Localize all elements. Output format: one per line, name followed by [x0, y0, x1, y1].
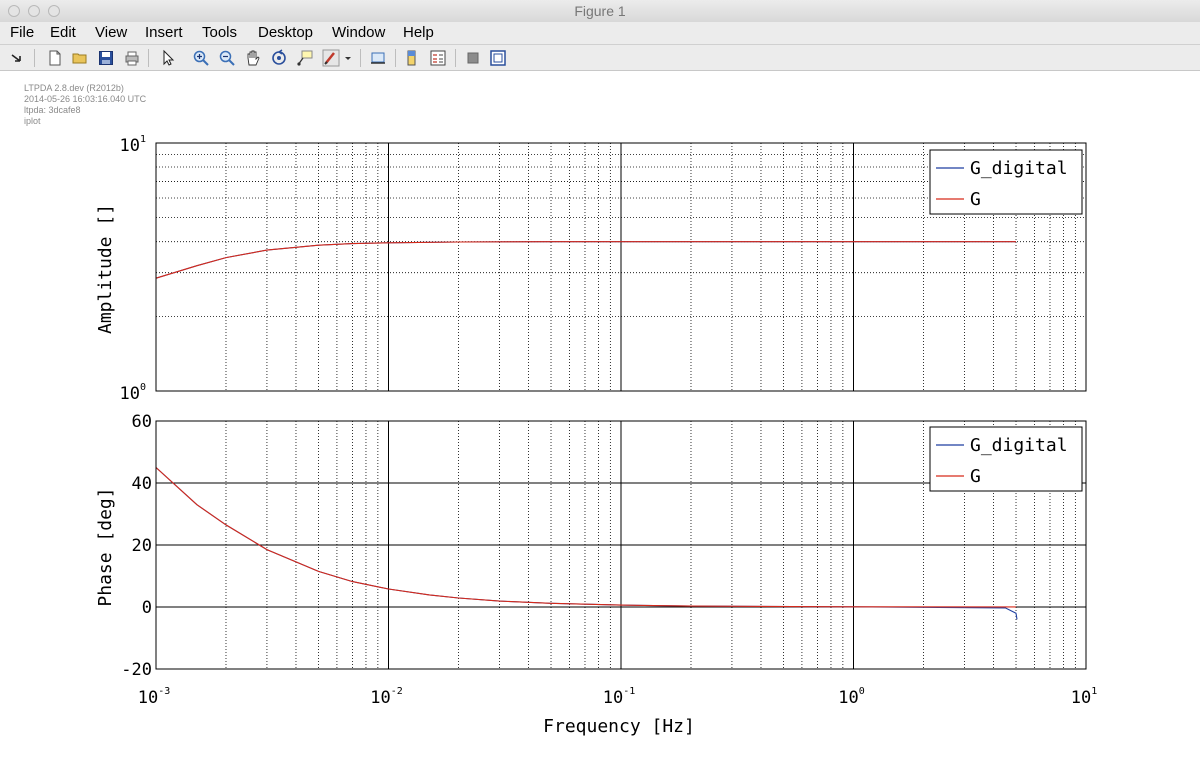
- rotate-3d-icon[interactable]: [270, 49, 288, 67]
- series-line-g: [155, 467, 1017, 608]
- window-title: Figure 1: [574, 3, 626, 19]
- menu-tools[interactable]: Tools: [202, 24, 238, 41]
- axes-amplitude: Amplitude [] G_digital G: [95, 142, 1087, 392]
- y-tick-label: -20: [121, 660, 152, 680]
- y-tick-label: 20: [132, 536, 152, 556]
- legend-box: [929, 426, 1083, 492]
- metadata-timestamp: 2014-05-26 16:03:16.040 UTC: [24, 94, 147, 104]
- menu-edit[interactable]: Edit: [50, 24, 76, 41]
- x-tick-label: 100: [838, 686, 865, 708]
- colorbar-icon[interactable]: [403, 49, 421, 67]
- dock-arrow-icon[interactable]: [8, 49, 26, 67]
- y-tick-label: 60: [132, 412, 152, 432]
- y-axis-label: Phase [deg]: [95, 487, 116, 606]
- pointer-icon[interactable]: [159, 49, 177, 67]
- y-tick-label: 100: [119, 382, 146, 404]
- legend-entry: G: [970, 189, 981, 210]
- x-tick-label: 10-2: [370, 686, 403, 708]
- metadata-hash: ltpda: 3dcafe8: [24, 105, 81, 115]
- new-figure-icon[interactable]: [46, 49, 64, 67]
- x-tick-label: 10-1: [603, 686, 636, 708]
- pan-icon[interactable]: [244, 49, 262, 67]
- close-window-button[interactable]: [8, 5, 20, 17]
- menu-desktop[interactable]: Desktop: [258, 24, 314, 41]
- legend-box: [929, 149, 1083, 215]
- menu-window[interactable]: Window: [332, 24, 386, 41]
- x-tick-label: 101: [1071, 686, 1098, 708]
- show-plot-tools-icon[interactable]: [489, 49, 507, 67]
- menu-help[interactable]: Help: [403, 24, 434, 41]
- brush-icon[interactable]: [322, 49, 340, 67]
- save-icon[interactable]: [97, 49, 115, 67]
- axes-phase: -20 0 20 40 60 Frequency [Hz] Phase [deg] G_dig…: [95, 412, 1087, 737]
- legend-entry: G_digital: [970, 435, 1068, 456]
- menu-view[interactable]: View: [95, 24, 128, 41]
- menu-file[interactable]: File: [10, 24, 35, 41]
- zoom-in-icon[interactable]: [192, 49, 210, 67]
- y-axis-label: Amplitude []: [95, 204, 116, 334]
- series-line-g: [155, 241, 1016, 279]
- open-file-icon[interactable]: [71, 49, 89, 67]
- menu-insert[interactable]: Insert: [145, 24, 183, 41]
- data-cursor-icon[interactable]: [296, 49, 314, 67]
- y-tick-label: 40: [132, 474, 152, 494]
- zoom-window-button[interactable]: [48, 5, 60, 17]
- metadata-version: LTPDA 2.8.dev (R2012b): [24, 83, 124, 93]
- metadata-method: iplot: [24, 116, 41, 126]
- y-tick-label: 0: [142, 598, 152, 618]
- hide-plot-tools-icon[interactable]: [464, 49, 482, 67]
- figure-toolbar: [0, 45, 1200, 71]
- zoom-out-icon[interactable]: [218, 49, 236, 67]
- minimize-window-button[interactable]: [28, 5, 40, 17]
- y-tick-label: 101: [119, 134, 146, 156]
- link-plot-icon[interactable]: [369, 49, 387, 67]
- axes-box: [155, 142, 1087, 392]
- brush-dropdown-icon[interactable]: [343, 49, 353, 67]
- legend-entry: G: [970, 466, 981, 487]
- legend-entry: G_digital: [970, 158, 1068, 179]
- legend-icon[interactable]: [429, 49, 447, 67]
- x-axis-label: Frequency [Hz]: [543, 716, 695, 737]
- axes-box: [155, 420, 1087, 670]
- print-icon[interactable]: [123, 49, 141, 67]
- menu-bar: File Edit View Insert Tools Desktop Wind…: [0, 22, 1200, 45]
- x-tick-label: 10-3: [138, 686, 171, 708]
